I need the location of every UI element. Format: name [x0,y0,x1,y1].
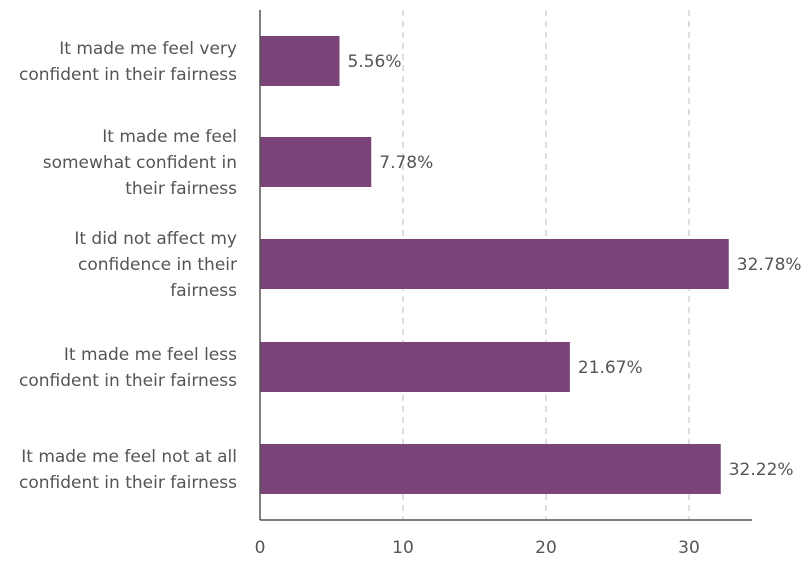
category-label-line: confidence in their [78,255,237,275]
value-label-2: 7.78% [379,153,433,173]
category-label-line: somewhat confident in [43,153,237,173]
bar-4 [260,342,570,392]
value-labels: 5.56% 7.78% 32.78% 21.67% 32.22% [348,52,802,480]
category-label-2: It made me feel somewhat confident in thei… [43,127,237,199]
x-tick-label-20: 20 [535,538,557,558]
category-label-line: fairness [170,281,237,301]
value-label-4: 21.67% [578,358,643,378]
x-tick-label-10: 10 [392,538,414,558]
category-label-line: confident in their fairness [19,473,237,493]
category-label-line: It did not affect my [74,229,237,249]
category-label-line: It made me feel [102,127,237,147]
category-label-1: It made me feel very confident in their f… [19,39,237,85]
bar-2 [260,137,372,187]
value-label-5: 32.22% [729,460,794,480]
category-label-5: It made me feel not at all confident in t… [19,447,237,493]
category-label-4: It made me feel less confident in their f… [19,345,237,391]
x-tick-label-0: 0 [255,538,266,558]
category-label-line: confident in their fairness [19,371,237,391]
bars [260,36,729,494]
axes [259,10,752,521]
value-label-1: 5.56% [348,52,402,72]
value-label-3: 32.78% [737,255,802,275]
bar-5 [260,444,721,494]
x-tick-label-30: 30 [678,538,700,558]
x-tick-labels: 0 10 20 30 [255,538,700,558]
category-label-line: It made me feel less [64,345,237,365]
bar-3 [260,239,729,289]
category-label-line: confident in their fairness [19,65,237,85]
category-label-line: their fairness [125,179,237,199]
category-label-3: It did not affect my confidence in their f… [74,229,237,301]
category-labels: It made me feel very confident in their f… [19,39,237,493]
category-label-line: It made me feel not at all [21,447,237,467]
category-label-line: It made me feel very [59,39,237,59]
bar-1 [260,36,340,86]
